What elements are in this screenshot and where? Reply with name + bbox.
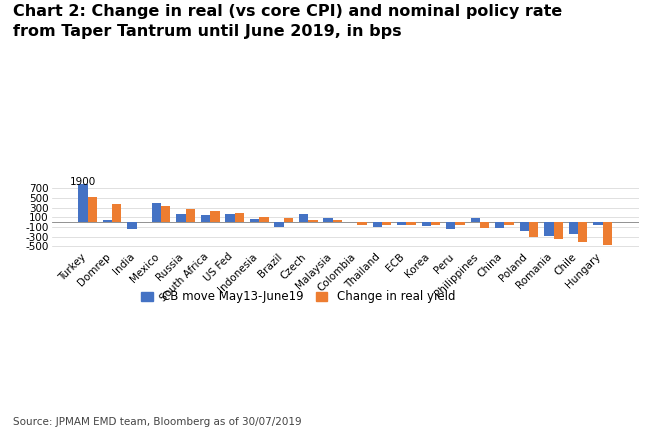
Bar — [357, 222, 366, 225]
Bar — [602, 222, 612, 245]
Bar — [210, 211, 219, 222]
Text: Source: JPMAM EMD team, Bloomberg as of 30/07/2019: Source: JPMAM EMD team, Bloomberg as of … — [13, 417, 301, 427]
Bar — [201, 215, 210, 222]
Bar — [176, 214, 186, 222]
Bar — [259, 217, 268, 222]
Bar — [78, 130, 88, 222]
Bar — [455, 222, 465, 225]
Bar — [578, 222, 588, 242]
Bar — [553, 222, 563, 239]
Bar — [225, 214, 235, 222]
Bar — [250, 219, 259, 222]
Bar — [161, 206, 170, 222]
Bar — [593, 222, 602, 225]
Bar — [373, 222, 382, 227]
Text: 1900: 1900 — [70, 177, 96, 187]
Bar — [299, 214, 308, 222]
Bar — [495, 222, 504, 228]
Bar — [406, 222, 415, 225]
Bar — [544, 222, 553, 236]
Bar — [520, 222, 529, 231]
Bar — [308, 220, 317, 222]
Bar — [275, 222, 284, 227]
Bar — [397, 222, 406, 225]
Bar — [471, 218, 480, 222]
Bar — [422, 222, 431, 226]
Bar — [152, 203, 161, 222]
Bar — [569, 222, 578, 234]
Bar — [333, 220, 342, 222]
Bar — [235, 212, 244, 222]
Bar — [529, 222, 539, 237]
Bar — [504, 222, 514, 225]
Bar — [431, 222, 441, 225]
Bar — [382, 222, 391, 225]
Bar — [284, 218, 293, 222]
Bar — [324, 218, 333, 222]
Bar — [127, 222, 137, 230]
Bar — [103, 220, 112, 222]
Bar — [88, 197, 97, 222]
Text: Chart 2: Change in real (vs core CPI) and nominal policy rate
from Taper Tantrum: Chart 2: Change in real (vs core CPI) an… — [13, 4, 562, 39]
Legend: CB move May13-June19, Change in real yield: CB move May13-June19, Change in real yie… — [136, 286, 460, 308]
Bar — [446, 222, 455, 230]
Bar — [186, 208, 195, 222]
Bar — [480, 222, 490, 228]
Bar — [112, 204, 121, 222]
